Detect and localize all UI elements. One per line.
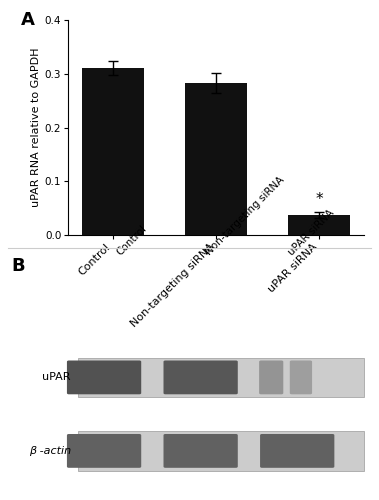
FancyBboxPatch shape: [290, 360, 312, 394]
Text: uPAR: uPAR: [42, 372, 70, 382]
Bar: [78, 432, 364, 470]
Bar: [81, 68, 144, 235]
Y-axis label: uPAR RNA relative to GAPDH: uPAR RNA relative to GAPDH: [31, 48, 41, 207]
Bar: [185, 83, 247, 235]
Text: B: B: [11, 258, 25, 276]
FancyBboxPatch shape: [259, 360, 283, 394]
FancyBboxPatch shape: [67, 360, 141, 394]
Bar: [288, 215, 351, 235]
FancyBboxPatch shape: [260, 434, 334, 468]
Bar: [78, 358, 364, 397]
FancyBboxPatch shape: [163, 360, 238, 394]
FancyBboxPatch shape: [67, 434, 141, 468]
FancyBboxPatch shape: [163, 434, 238, 468]
Text: A: A: [21, 12, 35, 30]
Text: *: *: [316, 192, 323, 207]
Text: uPAR siRNA: uPAR siRNA: [286, 208, 336, 258]
Text: Control: Control: [115, 224, 149, 258]
Text: β -actin: β -actin: [28, 446, 70, 456]
Text: Non-targeting siRNA: Non-targeting siRNA: [204, 175, 287, 258]
